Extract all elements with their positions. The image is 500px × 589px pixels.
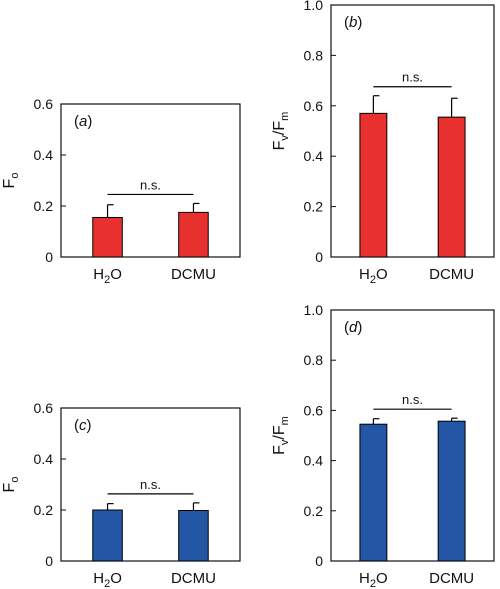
x-category-tail: O <box>376 570 388 587</box>
y-tick-label: 0.6 <box>34 96 54 112</box>
y-axis-label-sub2: m <box>279 112 291 121</box>
panel-label-letter: d <box>349 319 358 336</box>
y-tick-label: 0.2 <box>34 198 54 214</box>
panel-label-close: ) <box>87 417 92 434</box>
y-axis-label-main: F <box>1 482 18 492</box>
bar <box>178 211 209 258</box>
x-category-text: H <box>93 570 104 587</box>
y-tick-label: 0 <box>315 249 323 265</box>
y-axis-label-main: F <box>1 178 18 188</box>
x-category-label: DCMU <box>429 570 474 587</box>
bar <box>359 112 388 258</box>
x-category-tail: O <box>110 570 122 587</box>
y-tick-label: 0.2 <box>34 502 54 518</box>
x-category-text: H <box>93 266 104 283</box>
y-axis-label-mid: /F <box>271 121 288 135</box>
axes-frame <box>330 309 495 562</box>
panel-label-open: ( <box>74 417 79 434</box>
axes-frame <box>60 103 241 258</box>
x-category-label: DCMU <box>171 570 216 587</box>
axes-frame <box>60 407 241 562</box>
y-tick-label: 0 <box>315 553 323 569</box>
panel-label-letter: a <box>79 113 87 130</box>
panel-label-open: ( <box>344 319 349 336</box>
panel-b: 0 0.2 0.4 0.6 0.8 1.0 Fv/Fm (b) H2O DCMU n.s. <box>271 0 495 286</box>
panel-label: (d) <box>344 319 362 336</box>
panel-label-close: ) <box>357 319 362 336</box>
x-category-text: H <box>359 266 370 283</box>
bar <box>437 116 466 258</box>
x-category-label: H2O <box>359 266 388 286</box>
panel-label-open: ( <box>74 113 79 130</box>
panel-label-letter: c <box>79 417 87 434</box>
x-category-text: DCMU <box>429 266 474 283</box>
x-category-sub: 2 <box>370 578 376 589</box>
y-axis-label: Fv/Fm <box>271 112 291 151</box>
y-axis-label-sub: o <box>9 477 21 483</box>
bar <box>92 216 123 258</box>
x-category-text: H <box>359 570 370 587</box>
x-category-text: DCMU <box>429 570 474 587</box>
y-tick-label: 1.0 <box>304 302 324 318</box>
panel-d: 0 0.2 0.4 0.6 0.8 1.0 Fv/Fm (d) H2O DCMU n.s. <box>271 302 495 589</box>
panel-c: 0 0.2 0.4 0.6 Fo (c) H2O DCMU n.s. <box>1 400 241 589</box>
y-axis-label-sub: v <box>279 135 291 141</box>
y-tick-label: 0.6 <box>304 98 324 114</box>
x-category-label: H2O <box>93 570 122 589</box>
x-category-text: DCMU <box>171 266 216 283</box>
x-category-tail: O <box>376 266 388 283</box>
significance-label: n.s. <box>402 70 423 85</box>
y-tick-label: 0.2 <box>304 199 324 215</box>
y-tick-label: 0.4 <box>34 451 54 467</box>
y-axis-label-main: F <box>271 140 288 150</box>
x-category-text: DCMU <box>171 570 216 587</box>
significance-label: n.s. <box>402 392 423 407</box>
y-axis-label-sub2: m <box>279 416 291 425</box>
panel-label-close: ) <box>357 14 362 31</box>
x-category-label: H2O <box>93 266 122 286</box>
y-tick-label: 0.4 <box>304 453 324 469</box>
y-axis-label: Fo <box>1 173 21 189</box>
panel-label: (c) <box>74 417 92 434</box>
x-category-sub: 2 <box>370 274 376 286</box>
x-category-label: H2O <box>359 570 388 589</box>
panel-label-close: ) <box>87 113 92 130</box>
x-category-label: DCMU <box>171 266 216 283</box>
y-tick-label: 1.0 <box>304 0 324 13</box>
y-axis-label-mid: /F <box>271 425 288 439</box>
panel-a: 0 0.2 0.4 0.6 Fo (a) H2O DCMU n.s. <box>1 96 241 286</box>
y-tick-label: 0.4 <box>304 148 324 164</box>
y-tick-label: 0.2 <box>304 503 324 519</box>
panel-label: (b) <box>344 14 362 31</box>
y-axis-label-sub: v <box>279 439 291 445</box>
significance-label: n.s. <box>140 177 161 192</box>
y-axis-label: Fv/Fm <box>271 416 291 455</box>
y-tick-label: 0.8 <box>304 47 324 63</box>
y-axis-label: Fo <box>1 477 21 493</box>
x-category-sub: 2 <box>104 274 110 286</box>
y-tick-label: 0.6 <box>34 400 54 416</box>
panel-label-open: ( <box>344 14 349 31</box>
y-axis-label-main: F <box>271 445 288 455</box>
panel-label-letter: b <box>349 14 357 31</box>
significance-label: n.s. <box>140 477 161 492</box>
axes-frame <box>330 4 495 258</box>
x-category-tail: O <box>110 266 122 283</box>
y-tick-label: 0.6 <box>304 402 324 418</box>
y-tick-label: 0.4 <box>34 147 54 163</box>
y-axis-label-sub: o <box>9 173 21 179</box>
bar <box>359 423 388 562</box>
y-tick-label: 0.8 <box>304 352 324 368</box>
bar <box>437 420 466 562</box>
panel-label: (a) <box>74 113 92 130</box>
bar <box>92 509 123 562</box>
bar <box>178 510 209 562</box>
y-tick-label: 0 <box>45 249 53 265</box>
y-tick-label: 0 <box>45 553 53 569</box>
x-category-label: DCMU <box>429 266 474 283</box>
x-category-sub: 2 <box>104 578 110 589</box>
